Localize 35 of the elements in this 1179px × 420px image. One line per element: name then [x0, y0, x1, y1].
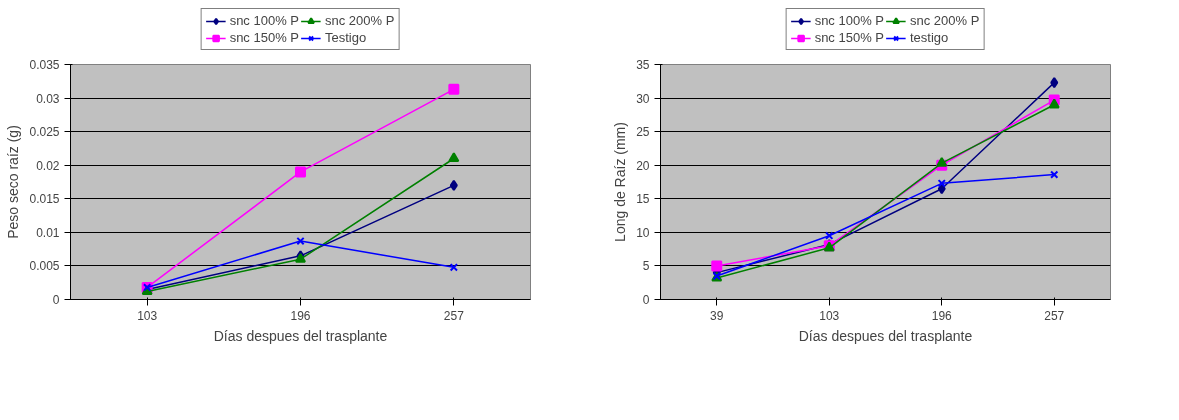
y-tick-label: 0.01	[36, 225, 60, 240]
x-tick-label: 257	[1044, 308, 1065, 323]
x-axis-title: Días despues del trasplante	[213, 327, 388, 344]
legend-label: snc 100% P	[814, 13, 884, 28]
x-tick-label: 103	[819, 308, 840, 323]
y-axis-title: Peso seco raíz (g)	[5, 125, 22, 239]
x-tick-label: 257	[443, 308, 465, 323]
y-tick-label: 25	[636, 125, 650, 140]
legend-label: snc 150% P	[814, 30, 884, 45]
legend-label: snc 150% P	[229, 30, 299, 45]
legend-label: snc 200% P	[910, 13, 980, 28]
x-tick-label: 196	[290, 308, 311, 323]
y-tick-label: 0	[52, 293, 60, 307]
y-tick-label: 10	[636, 225, 650, 240]
y-tick-label: 30	[636, 91, 650, 106]
y-tick-label: 0.005	[29, 259, 60, 274]
legend-label: testigo	[910, 30, 949, 45]
x-axis-title: Días despues del trasplante	[798, 327, 973, 344]
legend-label: Testigo	[325, 30, 367, 45]
y-tick-label: 0	[642, 293, 650, 307]
x-tick-label: 103	[137, 308, 158, 323]
x-tick-label: 39	[710, 308, 724, 323]
y-tick-label: 35	[636, 58, 650, 72]
legend-label: snc 100% P	[229, 13, 299, 28]
y-tick-label: 15	[636, 192, 650, 207]
y-tick-label: 0.03	[36, 91, 60, 106]
y-tick-label: 5	[642, 259, 650, 274]
y-tick-label: 20	[636, 158, 650, 173]
y-tick-label: 0.02	[36, 158, 60, 173]
legend-label: snc 200% P	[325, 13, 395, 28]
y-tick-label: 0.035	[29, 58, 60, 72]
y-tick-label: 0.025	[29, 125, 60, 140]
y-tick-label: 0.015	[29, 192, 60, 207]
x-tick-label: 196	[931, 308, 953, 323]
y-axis-title: Long de Raíz (mm)	[612, 122, 629, 242]
